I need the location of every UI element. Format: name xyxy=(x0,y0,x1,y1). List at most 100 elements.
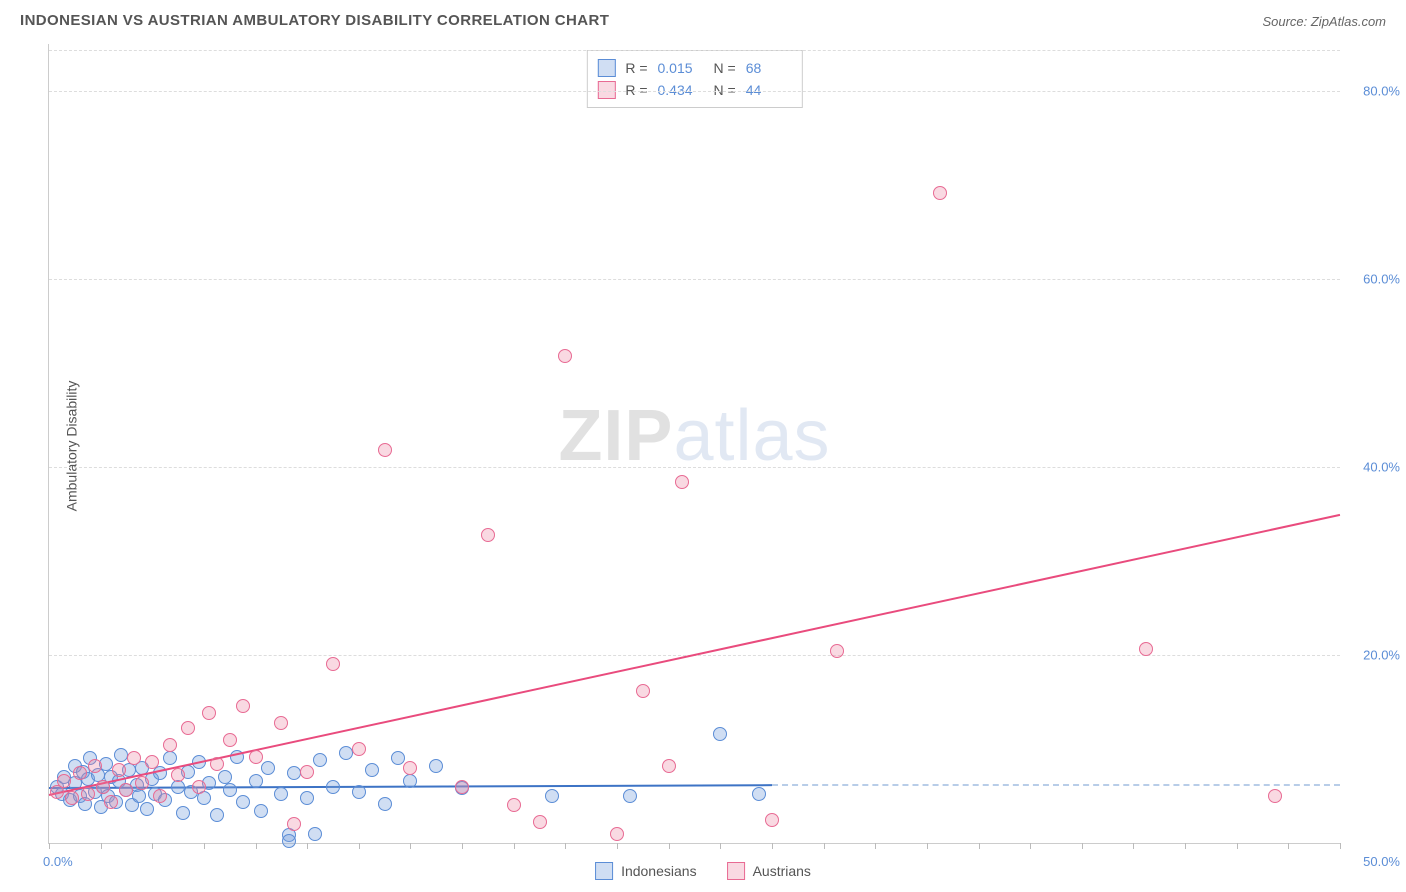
data-point xyxy=(73,766,87,780)
data-point xyxy=(65,791,79,805)
data-point xyxy=(163,738,177,752)
data-point xyxy=(403,774,417,788)
data-point xyxy=(236,699,250,713)
data-point xyxy=(623,789,637,803)
x-tick xyxy=(617,843,618,849)
data-point xyxy=(429,759,443,773)
legend-r-value: 0.015 xyxy=(658,60,704,76)
data-point xyxy=(254,804,268,818)
data-point xyxy=(249,774,263,788)
data-point xyxy=(533,815,547,829)
data-point xyxy=(933,186,947,200)
legend-swatch xyxy=(597,81,615,99)
x-tick xyxy=(49,843,50,849)
data-point xyxy=(1139,642,1153,656)
data-point xyxy=(287,766,301,780)
x-tick xyxy=(204,843,205,849)
data-point xyxy=(181,721,195,735)
data-point xyxy=(145,755,159,769)
data-point xyxy=(636,684,650,698)
x-tick xyxy=(1030,843,1031,849)
x-tick xyxy=(410,843,411,849)
data-point xyxy=(365,763,379,777)
data-point xyxy=(765,813,779,827)
legend-item: Indonesians xyxy=(595,862,697,880)
data-point xyxy=(1268,789,1282,803)
x-tick xyxy=(307,843,308,849)
data-point xyxy=(830,644,844,658)
legend-series-label: Indonesians xyxy=(621,863,697,879)
series-legend: Indonesians Austrians xyxy=(595,862,811,880)
data-point xyxy=(57,774,71,788)
data-point xyxy=(274,716,288,730)
x-tick xyxy=(927,843,928,849)
watermark: ZIPatlas xyxy=(558,394,830,476)
data-point xyxy=(300,765,314,779)
data-point xyxy=(455,780,469,794)
data-point xyxy=(81,787,95,801)
data-point xyxy=(88,759,102,773)
data-point xyxy=(403,761,417,775)
data-point xyxy=(210,808,224,822)
data-point xyxy=(308,827,322,841)
data-point xyxy=(713,727,727,741)
legend-n-label: N = xyxy=(714,60,736,76)
x-tick xyxy=(1185,843,1186,849)
data-point xyxy=(675,475,689,489)
legend-swatch xyxy=(597,59,615,77)
x-tick xyxy=(824,843,825,849)
data-point xyxy=(545,789,559,803)
data-point xyxy=(378,797,392,811)
data-point xyxy=(287,817,301,831)
x-tick xyxy=(565,843,566,849)
data-point xyxy=(249,750,263,764)
data-point xyxy=(481,528,495,542)
x-tick xyxy=(1082,843,1083,849)
correlation-legend: R =0.015N =68R =0.434N =44 xyxy=(586,50,802,108)
data-point xyxy=(119,783,133,797)
grid-line xyxy=(49,91,1340,92)
x-tick xyxy=(1288,843,1289,849)
x-tick xyxy=(256,843,257,849)
x-tick xyxy=(101,843,102,849)
y-tick-label: 60.0% xyxy=(1346,272,1400,287)
x-tick xyxy=(669,843,670,849)
data-point xyxy=(352,785,366,799)
data-point xyxy=(223,783,237,797)
legend-item: Austrians xyxy=(727,862,811,880)
data-point xyxy=(326,657,340,671)
data-point xyxy=(752,787,766,801)
data-point xyxy=(339,746,353,760)
data-point xyxy=(352,742,366,756)
data-point xyxy=(171,768,185,782)
data-point xyxy=(153,789,167,803)
data-point xyxy=(274,787,288,801)
x-axis-max-label: 50.0% xyxy=(1363,854,1400,869)
data-point xyxy=(96,780,110,794)
data-point xyxy=(261,761,275,775)
x-axis-min-label: 0.0% xyxy=(43,854,73,869)
legend-swatch xyxy=(727,862,745,880)
data-point xyxy=(218,770,232,784)
data-point xyxy=(176,806,190,820)
x-tick xyxy=(979,843,980,849)
data-point xyxy=(132,789,146,803)
grid-line xyxy=(49,50,1340,51)
chart-title: INDONESIAN VS AUSTRIAN AMBULATORY DISABI… xyxy=(20,12,609,29)
data-point xyxy=(378,443,392,457)
x-tick xyxy=(152,843,153,849)
trend-line-extension xyxy=(772,784,1340,786)
legend-r-value: 0.434 xyxy=(658,82,704,98)
data-point xyxy=(507,798,521,812)
data-point xyxy=(313,753,327,767)
legend-r-label: R = xyxy=(625,60,647,76)
legend-series-label: Austrians xyxy=(753,863,811,879)
data-point xyxy=(282,834,296,848)
data-point xyxy=(391,751,405,765)
x-tick xyxy=(772,843,773,849)
x-tick xyxy=(359,843,360,849)
data-point xyxy=(112,763,126,777)
legend-row: R =0.434N =44 xyxy=(597,79,791,101)
x-tick xyxy=(462,843,463,849)
data-point xyxy=(326,780,340,794)
